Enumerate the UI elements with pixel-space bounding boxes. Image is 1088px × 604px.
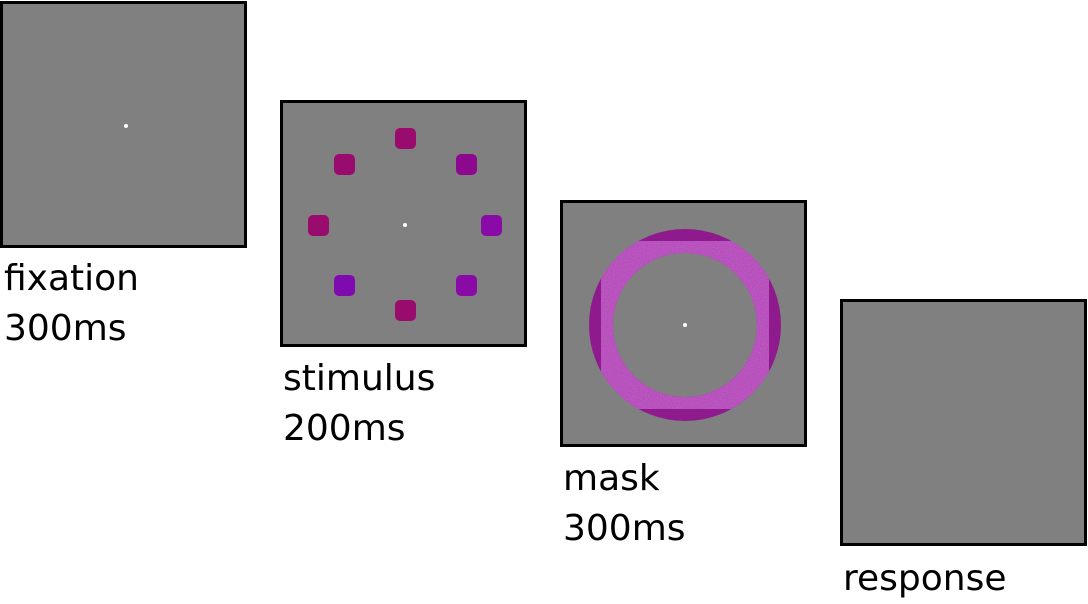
stage-label: response — [843, 558, 1007, 599]
stimulus-caption: stimulus 200ms — [283, 354, 435, 454]
stimulus-square — [456, 275, 477, 296]
stimulus-square — [481, 215, 502, 236]
fixation-display — [124, 124, 128, 128]
stimulus-square — [395, 300, 416, 321]
stimulus-square — [395, 128, 416, 149]
fixation-screen — [0, 1, 247, 248]
fixation-dot — [683, 323, 687, 327]
stage-duration: 300ms — [563, 508, 686, 549]
stage-label: mask — [563, 458, 660, 499]
fixation-dot — [403, 223, 407, 227]
stimulus-square — [334, 275, 355, 296]
stimulus-square — [308, 215, 329, 236]
mask-screen — [560, 200, 807, 447]
stimulus-display — [308, 128, 502, 321]
stage-label: stimulus — [283, 358, 436, 399]
stage-duration: 200ms — [283, 408, 406, 449]
response-screen — [840, 299, 1087, 546]
mask-caption: mask 300ms — [563, 454, 686, 554]
stage-label: fixation — [4, 258, 139, 299]
stimulus-square — [334, 154, 355, 175]
mask-ring-noise — [589, 229, 781, 421]
fixation-dot — [124, 124, 128, 128]
stimulus-screen — [280, 100, 527, 347]
response-caption: response — [843, 554, 1007, 604]
stage-duration: 300ms — [4, 308, 127, 349]
mask-display — [589, 229, 781, 421]
response-display — [843, 302, 1084, 543]
stimulus-square — [456, 154, 477, 175]
fixation-caption: fixation 300ms — [4, 254, 139, 354]
